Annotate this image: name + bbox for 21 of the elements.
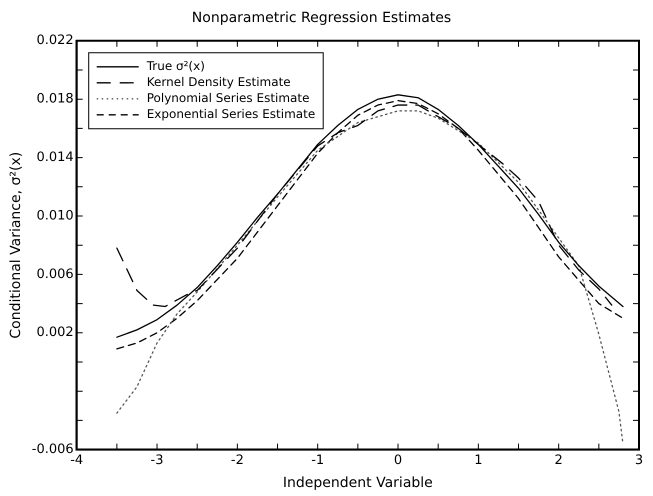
legend-label: Polynomial Series Estimate [146,90,310,105]
x-tick-label: 3 [634,452,644,468]
x-axis-title: Independent Variable [282,475,433,492]
y-tick-label: 0.022 [36,33,74,48]
x-tick-label: 2 [554,452,563,468]
line-series [116,110,624,444]
y-tick-label: 0.006 [36,266,74,282]
y-tick-label: 0.010 [36,208,74,224]
y-tick-label: 0.014 [36,150,74,165]
chart-title: Nonparametric Regression Estimates [192,10,452,26]
x-tick-label: -3 [150,452,164,468]
x-tick-label: -2 [230,452,244,468]
y-tick-label: 0.018 [36,92,74,107]
legend-label: True σ²(x) [146,58,205,73]
y-axis-title: Conditional Variance, σ²(x) [8,152,24,339]
legend-label: Exponential Series Estimate [146,106,316,121]
x-tick-label: -1 [311,452,324,468]
y-tick-label: 0.002 [36,325,74,340]
x-tick-label: 1 [474,452,482,468]
x-tick-label: 0 [394,452,402,468]
legend-label: Kernel Density Estimate [146,74,291,89]
